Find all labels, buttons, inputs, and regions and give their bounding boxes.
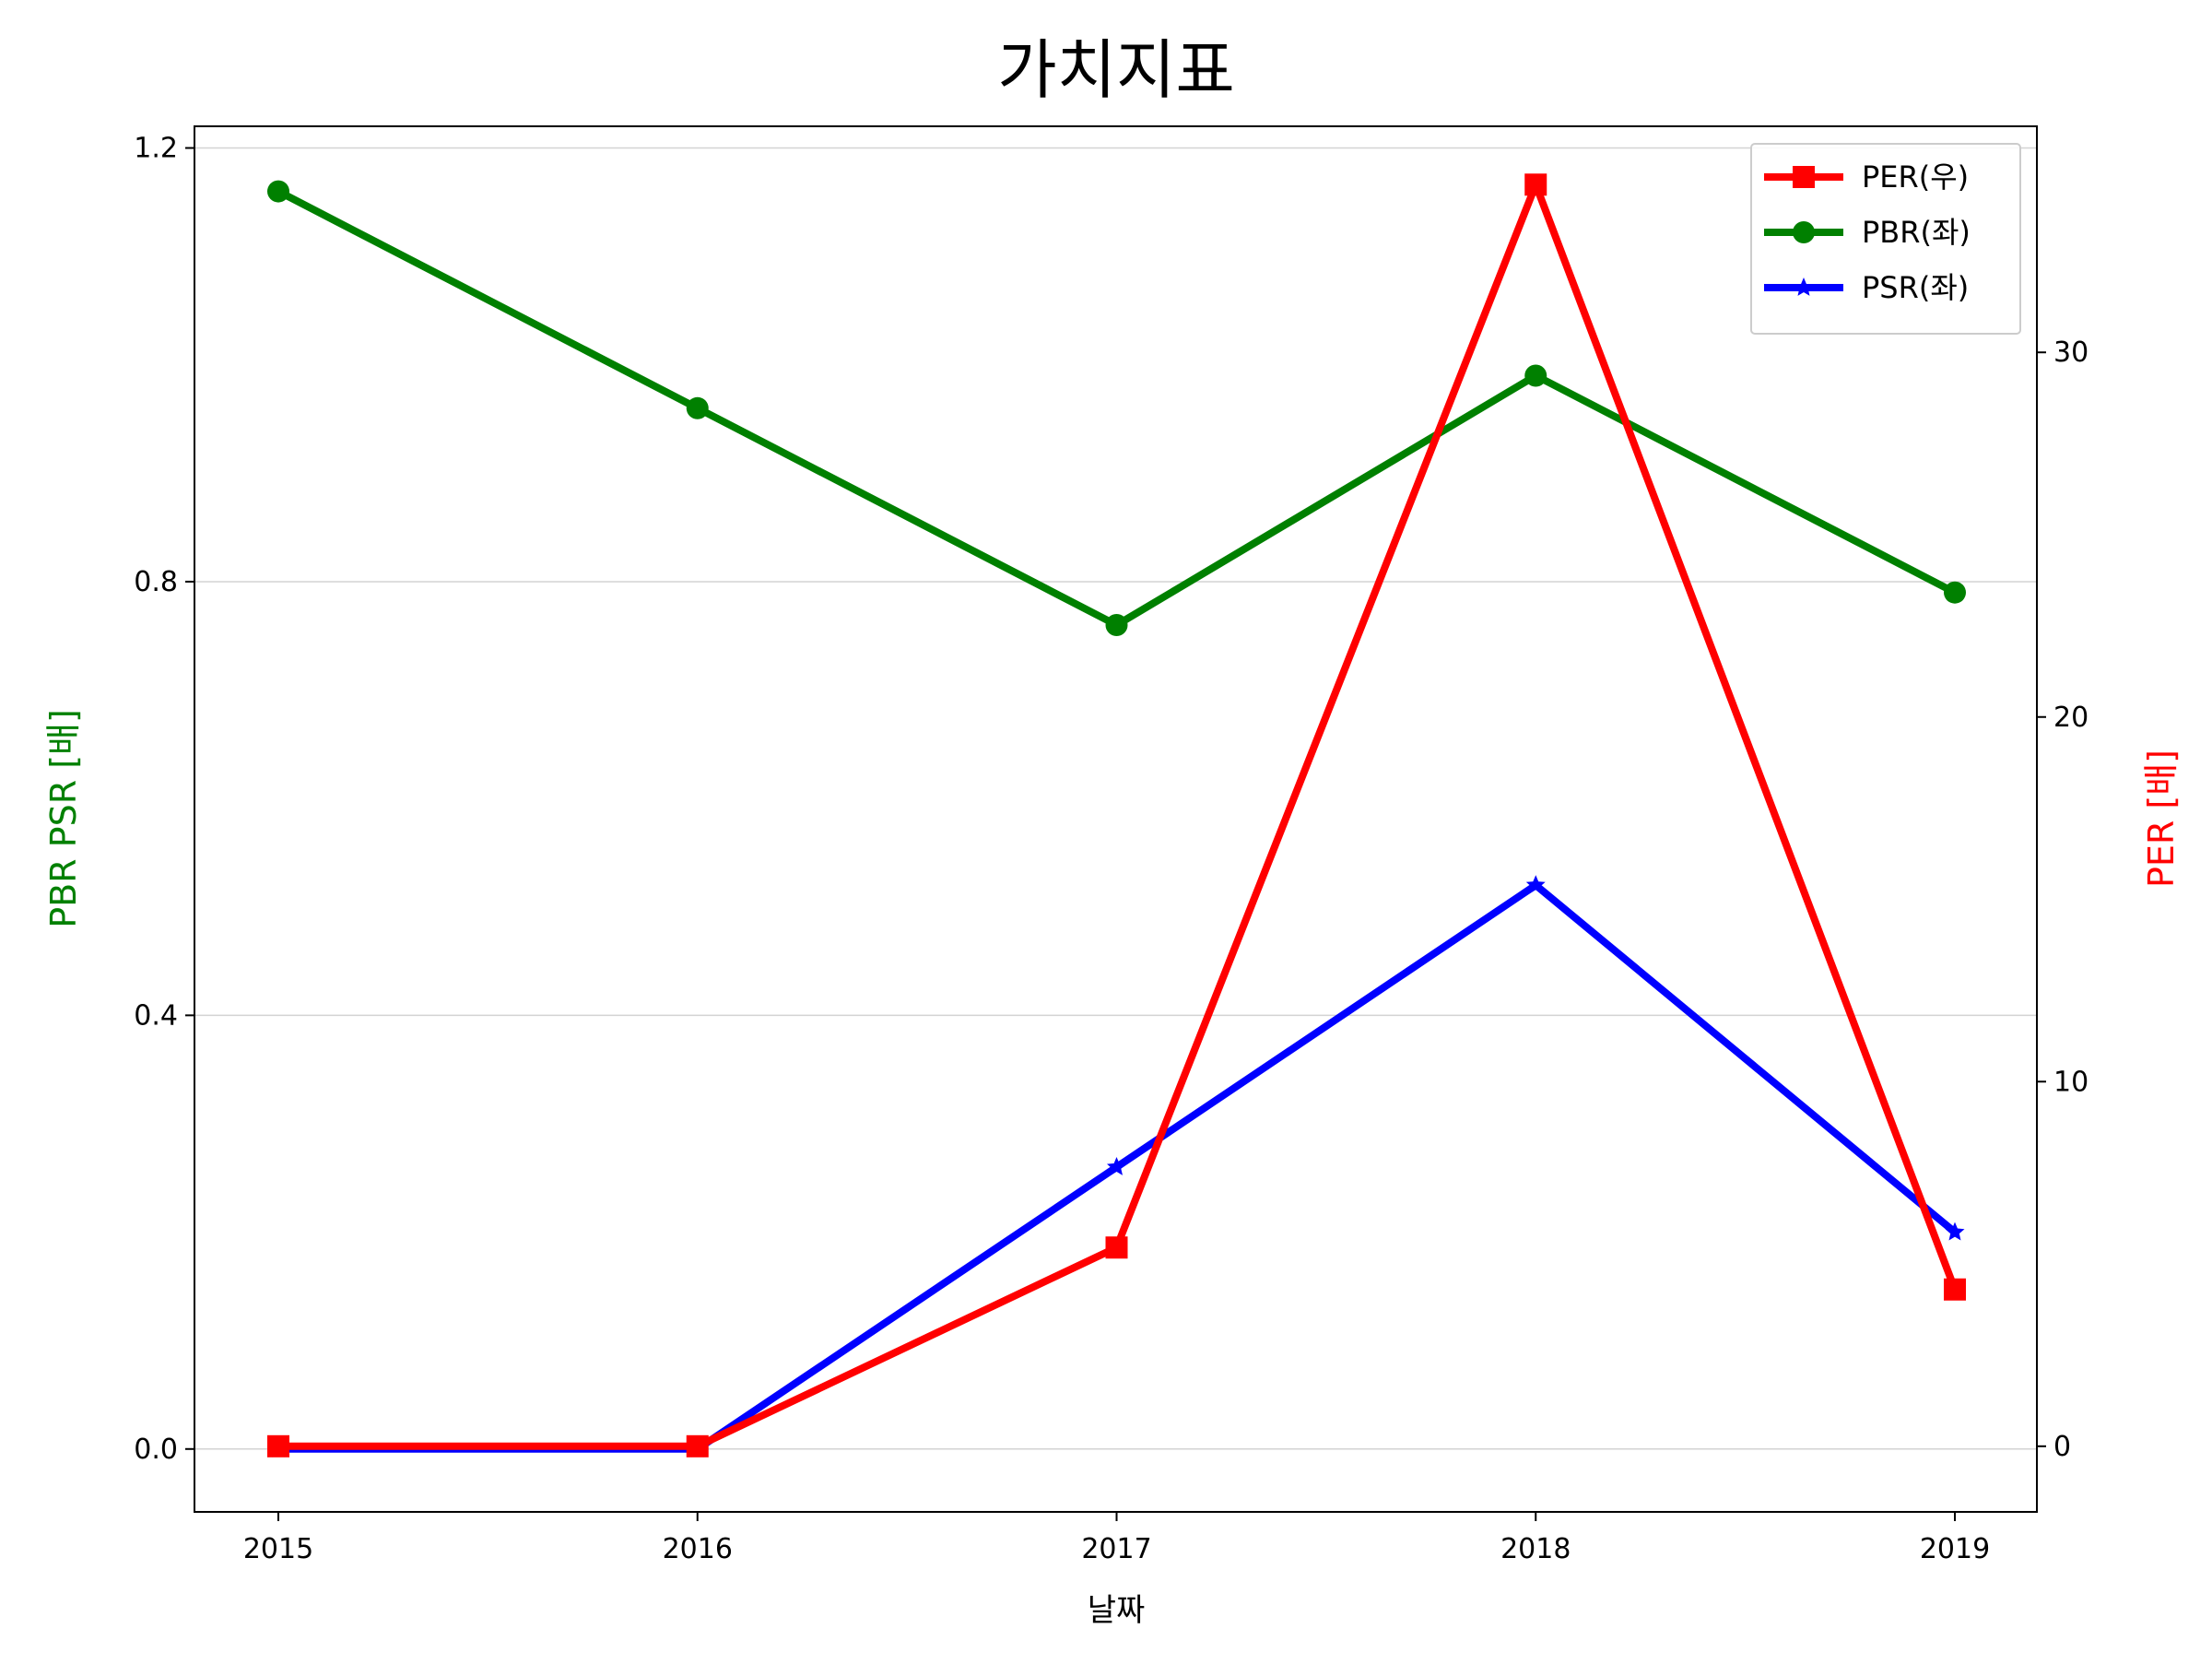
x-tick-label: 2019 xyxy=(1920,1533,1990,1565)
legend-marker xyxy=(1793,166,1815,188)
right-axis-title: PER [배] xyxy=(2141,749,2182,888)
data-point xyxy=(1105,613,1128,636)
data-point xyxy=(1944,1278,1966,1301)
right-y-tick-label: 30 xyxy=(2053,336,2088,369)
data-point xyxy=(1524,173,1547,196)
legend-label: PSR(좌) xyxy=(1862,270,1969,305)
legend-marker xyxy=(1793,221,1815,243)
right-y-tick-label: 0 xyxy=(2053,1431,2071,1463)
data-point xyxy=(267,180,289,203)
left-y-tick-label: 0.0 xyxy=(134,1434,178,1466)
series-per xyxy=(267,173,1966,1457)
series-psr xyxy=(268,875,1965,1457)
left-axis-title: PBR PSR [배] xyxy=(43,709,84,928)
data-point xyxy=(1105,1236,1128,1259)
data-point xyxy=(1107,1157,1126,1175)
left-y-tick-label: 1.2 xyxy=(134,133,178,165)
legend-label: PER(우) xyxy=(1862,159,1969,195)
data-point xyxy=(1944,581,1966,604)
series-pbr xyxy=(267,180,1966,636)
legend-marker xyxy=(1794,277,1814,296)
data-point xyxy=(1525,875,1546,894)
grid xyxy=(194,147,2037,1450)
x-tick-label: 2015 xyxy=(243,1533,313,1565)
left-y-tick-label: 0.4 xyxy=(134,999,178,1032)
legend: PER(우) PBR(좌) PSR(좌) xyxy=(1750,143,2021,335)
data-point xyxy=(686,1434,709,1457)
plot-area xyxy=(267,173,1966,1457)
data-point xyxy=(686,396,709,419)
legend-label: PBR(좌) xyxy=(1862,215,1971,250)
left-y-tick-label: 0.8 xyxy=(134,566,178,598)
x-tick-label: 2016 xyxy=(663,1533,733,1565)
data-point xyxy=(1524,364,1547,387)
right-y-tick-label: 20 xyxy=(2053,702,2088,734)
axes: 2015 2016 2017 2018 2019 0.0 0.4 0.8 1.2 0 10 20 30 xyxy=(134,125,2088,1565)
x-axis-title: 날짜 xyxy=(1088,1592,1146,1629)
right-y-tick-label: 10 xyxy=(2053,1066,2088,1098)
x-tick-label: 2018 xyxy=(1500,1533,1571,1565)
chart-title: 가치지표 xyxy=(997,32,1235,108)
data-point xyxy=(1945,1221,1965,1241)
series-line xyxy=(276,188,1957,629)
x-tick-label: 2017 xyxy=(1081,1533,1151,1565)
data-point xyxy=(267,1434,289,1457)
